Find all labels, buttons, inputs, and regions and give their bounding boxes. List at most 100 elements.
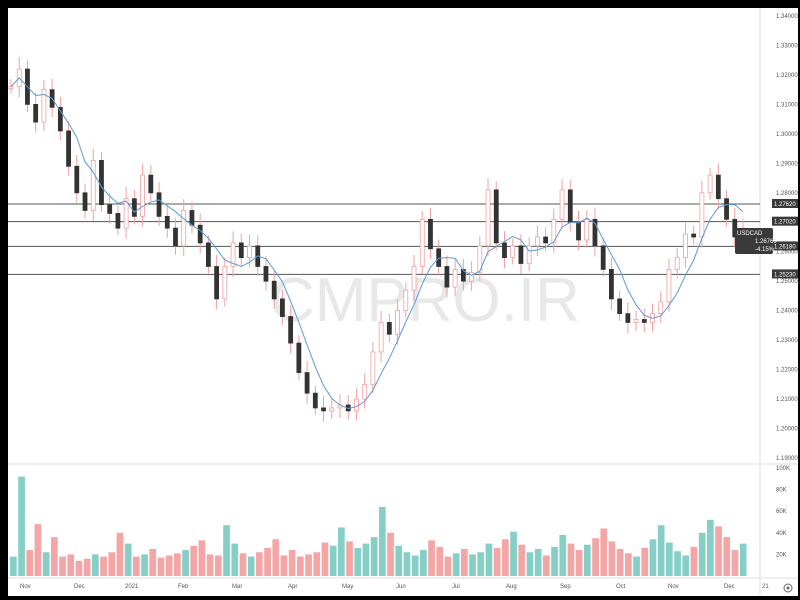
candle-body (666, 269, 672, 303)
volume-bar (174, 553, 181, 576)
candle-body (724, 198, 729, 220)
price-tick-label: 1.29000 (776, 161, 798, 167)
volume-bar (329, 545, 337, 576)
candle-body (460, 269, 466, 282)
candle-body (33, 104, 39, 123)
time-tick-label: 2021 (125, 584, 139, 590)
candle-body (518, 245, 524, 264)
candle-body (551, 218, 557, 244)
volume-bar (674, 551, 681, 576)
price-tick-label: 1.33000 (776, 43, 798, 49)
price-tick-label: 1.34000 (776, 14, 798, 20)
candle-body (526, 245, 532, 264)
candle-body (543, 236, 549, 244)
volume-bar (428, 540, 435, 576)
candle-body (99, 159, 104, 205)
volume-bar (420, 550, 427, 576)
candle-body (576, 221, 581, 241)
level-label-text: 1.27620 (774, 202, 796, 208)
volume-tick-label: 100K (776, 466, 790, 472)
candle-body (658, 301, 664, 315)
volume-bar (321, 542, 329, 576)
volume-tick-label: 80K (776, 488, 787, 494)
volume-bar (444, 556, 452, 576)
time-tick-label: Apr (288, 584, 297, 590)
volume-bar (288, 550, 296, 576)
time-tick-label: Mar (232, 584, 242, 590)
time-tick-label: Dec (724, 584, 735, 590)
candle-body (633, 319, 639, 323)
volume-bar (133, 556, 140, 576)
volume-bar (247, 556, 255, 576)
candle-body (90, 159, 96, 211)
candle-body (395, 310, 400, 335)
candle-body (164, 215, 170, 229)
level-label-bg (772, 216, 798, 226)
candle-body (452, 269, 458, 288)
time-tick-label: Aug (506, 584, 517, 590)
volume-bar (682, 555, 690, 576)
time-tick-label: Feb (178, 584, 189, 590)
level-price-labels: 1.27620 1.27020 1.26180 1.25230 (772, 198, 798, 279)
volume-bar (657, 525, 665, 576)
candle-body (304, 372, 310, 394)
volume-bar (149, 549, 157, 576)
candle-body (411, 266, 417, 291)
price-tick-label: 1.31000 (776, 102, 798, 108)
price-tick-label: 1.22000 (776, 368, 798, 374)
price-chart[interactable]: CMPRO.IR 1.340001.330001.320001.310001.3… (8, 8, 798, 596)
current-price-box-bg (735, 228, 773, 254)
candle-body (238, 242, 244, 259)
watermark-text: CMPRO.IR (270, 266, 580, 335)
candle-body (386, 322, 392, 335)
candle-body (115, 213, 121, 229)
volume-bar (477, 552, 485, 576)
volume-bar (305, 554, 312, 576)
volume-bar (723, 537, 731, 576)
volume-bar (362, 543, 370, 576)
candle-body (230, 242, 236, 267)
volume-bar (116, 532, 124, 576)
volume-tick-label: 20K (776, 552, 787, 558)
time-tick-label: Oct (616, 584, 626, 590)
volume-bar (18, 476, 25, 576)
candle-body (600, 245, 606, 270)
volume-bar (59, 556, 66, 576)
volume-bar (313, 552, 321, 576)
candle-body (140, 174, 145, 217)
settings-gear-icon[interactable] (783, 583, 793, 593)
volume-bar (641, 547, 649, 576)
candle-body (354, 398, 359, 412)
candle-body (222, 266, 228, 300)
volume-bar (575, 550, 583, 576)
candle-body (683, 233, 688, 259)
volume-bar (461, 549, 468, 576)
candle-body (173, 227, 178, 247)
chart-area: CMPRO.IR 1.34000 1.33000 1.32000 1.31000 1.3… (8, 8, 798, 596)
candle-body (189, 210, 195, 226)
candle-body (156, 192, 162, 217)
level-label-text: 1.26180 (774, 244, 796, 250)
level-label-text: 1.27020 (774, 220, 796, 226)
candle-body (493, 189, 499, 244)
level-label-bg (772, 241, 798, 251)
volume-bar (690, 546, 698, 576)
volume-bar (34, 524, 42, 576)
candle-body (321, 407, 326, 412)
candle-body (181, 210, 187, 247)
volume-bar (239, 553, 247, 576)
volume-bar (206, 554, 214, 576)
candle-body (469, 271, 474, 282)
volume-bar (165, 555, 173, 576)
candle-body (485, 189, 491, 247)
candle-body (197, 224, 203, 244)
volume-bar (551, 546, 558, 576)
time-tick-label: Dec (74, 584, 85, 590)
volume-bar (502, 539, 509, 576)
volume-bar (370, 537, 378, 576)
volume-tick-label: 60K (776, 509, 787, 515)
volume-bar (346, 541, 353, 576)
volume-bar (10, 556, 17, 576)
candle-body (502, 242, 507, 259)
